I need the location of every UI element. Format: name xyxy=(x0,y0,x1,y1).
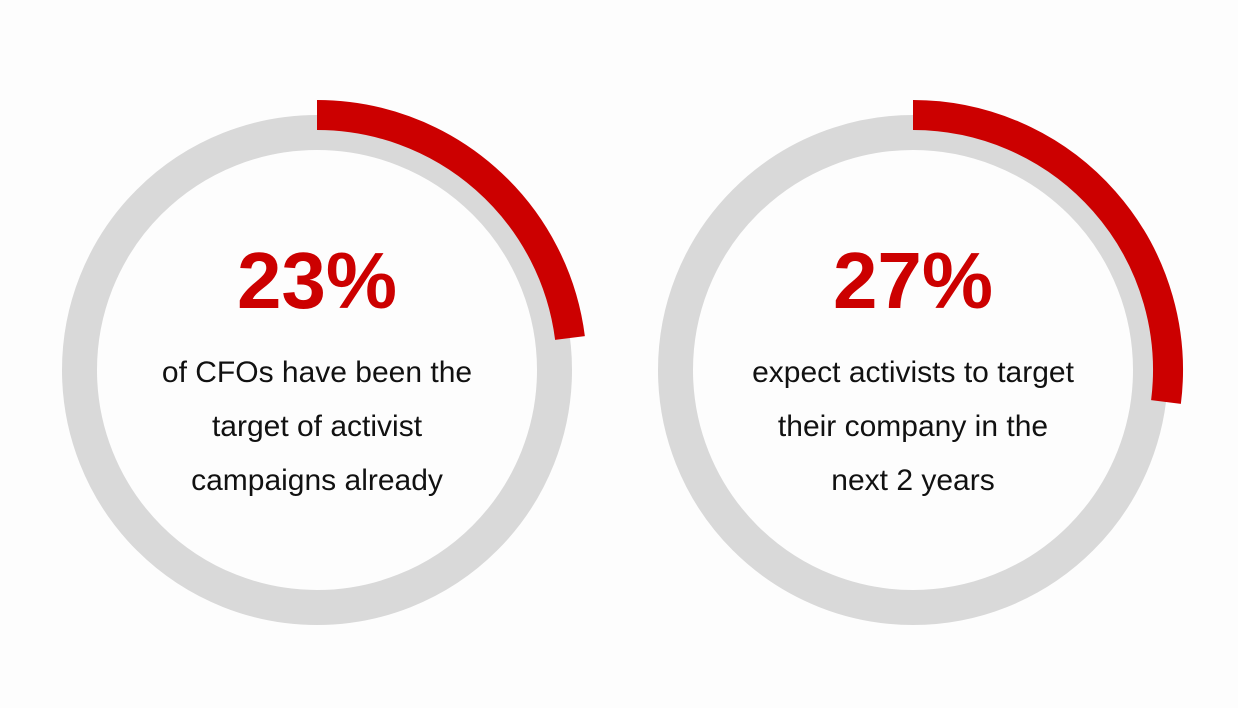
caption-line: expect activists to target xyxy=(752,356,1074,389)
track-ring xyxy=(62,115,572,625)
track-ring xyxy=(658,115,1168,625)
value-label: 27% xyxy=(833,236,993,325)
progress-arc xyxy=(912,100,1183,404)
caption-line: their company in the xyxy=(778,410,1048,443)
progress-arc xyxy=(316,100,585,340)
caption-line: of CFOs have been the xyxy=(162,356,472,389)
value-label: 23% xyxy=(237,236,397,325)
caption-line: target of activist xyxy=(212,410,423,443)
caption-line: campaigns already xyxy=(191,464,443,497)
caption-line: next 2 years xyxy=(831,464,994,497)
